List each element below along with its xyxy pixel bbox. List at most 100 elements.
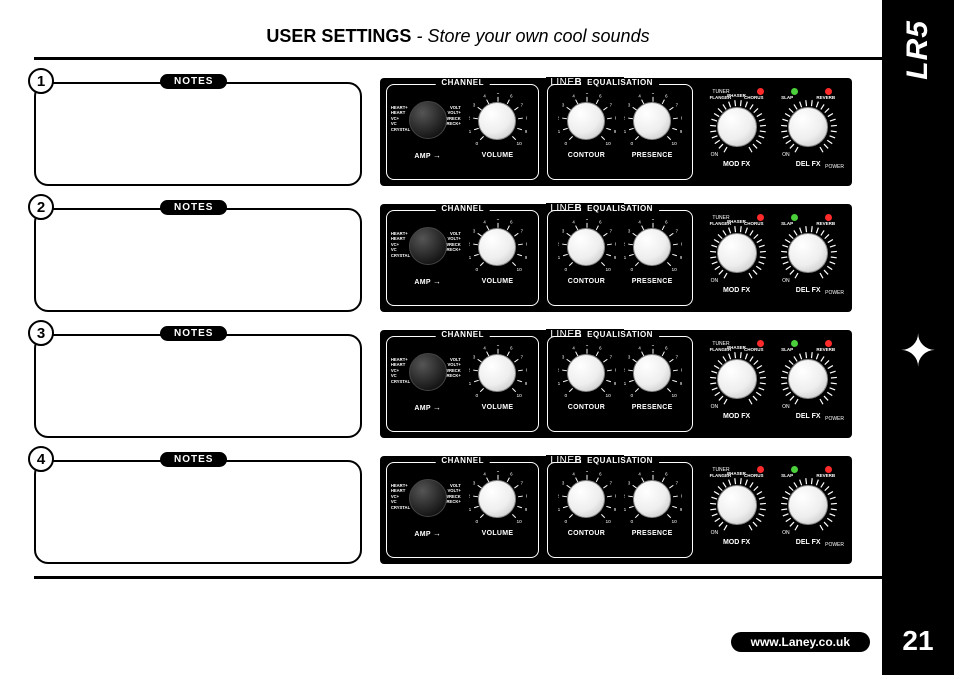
svg-text:10: 10: [517, 393, 523, 399]
knob-volume[interactable]: 012345678910 VOLUME: [478, 228, 516, 285]
channel-group: CHANNEL LINEBACKER HEART+HEARTVC+VCCRYST…: [386, 336, 539, 432]
svg-text:1: 1: [469, 381, 472, 386]
notes-box[interactable]: NOTES: [34, 334, 362, 438]
notes-label: NOTES: [160, 452, 227, 467]
svg-text:2: 2: [558, 367, 560, 372]
svg-text:4: 4: [573, 345, 576, 350]
svg-text:2: 2: [624, 493, 626, 498]
knob-amp[interactable]: HEART+HEARTVC+VCCRYSTALVOLTVOLT+WRECKWRE…: [409, 353, 447, 412]
svg-text:9: 9: [614, 255, 616, 260]
svg-text:9: 9: [680, 381, 682, 386]
knob-contour[interactable]: 012345678910 CONTOUR: [567, 354, 605, 411]
svg-text:7: 7: [610, 102, 613, 107]
svg-text:2: 2: [624, 115, 626, 120]
svg-text:2: 2: [469, 367, 471, 372]
svg-text:4: 4: [573, 93, 576, 98]
svg-text:6: 6: [511, 471, 514, 476]
svg-text:3: 3: [473, 480, 476, 485]
svg-text:5: 5: [586, 345, 589, 348]
knob-delfx[interactable]: SLAP REVERB DEL FX ON: [788, 359, 828, 420]
row-number: 3: [28, 320, 54, 346]
svg-text:8: 8: [615, 493, 616, 498]
svg-text:7: 7: [676, 480, 679, 485]
svg-text:1: 1: [624, 129, 627, 134]
knob-modfx[interactable]: FLANGER PHASER CHORUS MOD FX ON: [717, 233, 757, 294]
svg-text:4: 4: [484, 345, 487, 350]
svg-text:5: 5: [652, 345, 655, 348]
knob-modfx[interactable]: FLANGER PHASER CHORUS MOD FX ON: [717, 359, 757, 420]
knob-contour[interactable]: 012345678910 CONTOUR: [567, 102, 605, 159]
svg-text:8: 8: [681, 493, 682, 498]
svg-text:10: 10: [606, 141, 612, 147]
svg-text:3: 3: [473, 102, 476, 107]
svg-text:3: 3: [562, 228, 565, 233]
setting-row-3: 3 NOTES CHANNEL LINEBACKER HEART+HEARTVC…: [34, 330, 882, 438]
svg-text:6: 6: [665, 345, 668, 350]
eq-group: EQUALISATION 012345678910 CONTOUR 012345…: [547, 84, 692, 180]
svg-text:8: 8: [681, 241, 682, 246]
svg-text:4: 4: [573, 471, 576, 476]
svg-text:10: 10: [606, 393, 612, 399]
svg-text:9: 9: [680, 255, 682, 260]
svg-text:8: 8: [526, 367, 527, 372]
svg-text:7: 7: [521, 354, 524, 359]
amp-panel: CHANNEL LINEBACKER HEART+HEARTVC+VCCRYST…: [380, 204, 852, 312]
svg-text:8: 8: [615, 241, 616, 246]
svg-text:8: 8: [526, 241, 527, 246]
svg-text:1: 1: [624, 507, 627, 512]
svg-text:2: 2: [469, 241, 471, 246]
knob-volume[interactable]: 012345678910 VOLUME: [478, 102, 516, 159]
svg-text:0: 0: [476, 393, 479, 399]
knob-presence[interactable]: 012345678910 PRESENCE: [632, 354, 673, 411]
knob-amp[interactable]: HEART+HEARTVC+VCCRYSTALVOLTVOLT+WRECKWRE…: [409, 227, 447, 286]
row-number: 1: [28, 68, 54, 94]
knob-volume[interactable]: 012345678910 VOLUME: [478, 480, 516, 537]
svg-text:4: 4: [639, 471, 642, 476]
fx-section: TUNER FLANGER PHASER CHORUS MOD FX ON SL…: [699, 336, 846, 432]
svg-text:8: 8: [681, 115, 682, 120]
svg-text:5: 5: [586, 219, 589, 222]
svg-text:10: 10: [672, 267, 678, 273]
knob-delfx[interactable]: SLAP REVERB DEL FX ON: [788, 485, 828, 546]
svg-text:2: 2: [558, 241, 560, 246]
svg-text:7: 7: [610, 480, 613, 485]
knob-amp[interactable]: HEART+HEARTVC+VCCRYSTALVOLTVOLT+WRECKWRE…: [409, 479, 447, 538]
url-pill: www.Laney.co.uk: [731, 632, 870, 652]
svg-text:7: 7: [521, 228, 524, 233]
svg-text:6: 6: [600, 471, 603, 476]
knob-presence[interactable]: 012345678910 PRESENCE: [632, 228, 673, 285]
row-number: 2: [28, 194, 54, 220]
svg-text:0: 0: [565, 141, 568, 147]
row-number: 4: [28, 446, 54, 472]
notes-box[interactable]: NOTES: [34, 460, 362, 564]
fx-section: TUNER FLANGER PHASER CHORUS MOD FX ON SL…: [699, 462, 846, 558]
eq-group: EQUALISATION 012345678910 CONTOUR 012345…: [547, 210, 692, 306]
svg-text:1: 1: [469, 129, 472, 134]
svg-text:7: 7: [610, 228, 613, 233]
svg-text:10: 10: [517, 141, 523, 147]
knob-contour[interactable]: 012345678910 CONTOUR: [567, 228, 605, 285]
svg-text:8: 8: [681, 367, 682, 372]
amp-panel: CHANNEL LINEBACKER HEART+HEARTVC+VCCRYST…: [380, 456, 852, 564]
svg-text:1: 1: [558, 129, 561, 134]
notes-box[interactable]: NOTES: [34, 208, 362, 312]
knob-presence[interactable]: 012345678910 PRESENCE: [632, 102, 673, 159]
channel-group: CHANNEL LINEBACKER HEART+HEARTVC+VCCRYST…: [386, 84, 539, 180]
knob-modfx[interactable]: FLANGER PHASER CHORUS MOD FX ON: [717, 107, 757, 168]
knob-contour[interactable]: 012345678910 CONTOUR: [567, 480, 605, 537]
svg-text:1: 1: [558, 507, 561, 512]
svg-text:3: 3: [562, 102, 565, 107]
notes-box[interactable]: NOTES: [34, 82, 362, 186]
svg-text:3: 3: [473, 354, 476, 359]
knob-delfx[interactable]: SLAP REVERB DEL FX ON: [788, 107, 828, 168]
svg-text:2: 2: [624, 367, 626, 372]
knob-modfx[interactable]: FLANGER PHASER CHORUS MOD FX ON: [717, 485, 757, 546]
svg-text:0: 0: [476, 519, 479, 525]
knob-presence[interactable]: 012345678910 PRESENCE: [632, 480, 673, 537]
knob-delfx[interactable]: SLAP REVERB DEL FX ON: [788, 233, 828, 294]
knob-volume[interactable]: 012345678910 VOLUME: [478, 354, 516, 411]
svg-text:0: 0: [631, 141, 634, 147]
channel-group: CHANNEL LINEBACKER HEART+HEARTVC+VCCRYST…: [386, 210, 539, 306]
knob-amp[interactable]: HEART+HEARTVC+VCCRYSTALVOLTVOLT+WRECKWRE…: [409, 101, 447, 160]
eq-group: EQUALISATION 012345678910 CONTOUR 012345…: [547, 462, 692, 558]
